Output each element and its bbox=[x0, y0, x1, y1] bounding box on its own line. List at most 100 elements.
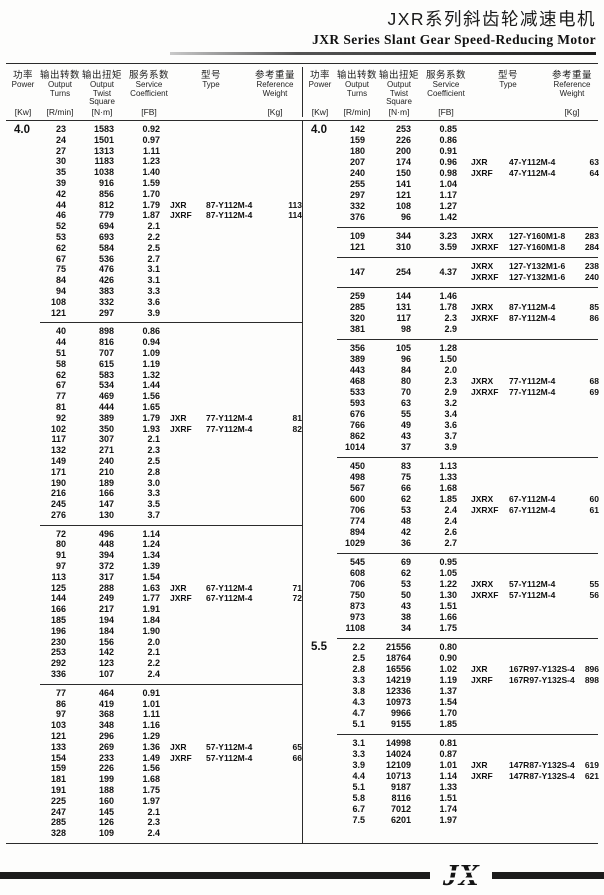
weight-value: 619 bbox=[584, 760, 599, 770]
table-row: 3.9 12109 1.01 JXR 147R87-Y132S-4 619 bbox=[337, 760, 599, 771]
table-row: 27 1313 1.11 bbox=[40, 146, 302, 157]
cell-type: JXR 167R97-Y132S-4 bbox=[457, 664, 579, 675]
cell-turns: 23 bbox=[55, 124, 66, 134]
table-header: 功率 Power [Kw] 输出转数 Output Turns [R/min] 输出扭矩 Out… bbox=[6, 63, 598, 121]
cell-turns: 84 bbox=[55, 275, 66, 286]
column-label-en: Twist bbox=[389, 88, 409, 98]
column-label-en: Coefficient bbox=[427, 88, 465, 98]
cell-weight: 56 bbox=[579, 590, 599, 601]
type-model: 47-Y112M-4 bbox=[509, 157, 556, 167]
cell-weight: 86 bbox=[579, 313, 599, 324]
cell-turns: 24 bbox=[55, 134, 66, 145]
type-model: 67-Y112M-4 bbox=[206, 582, 253, 593]
cell-twist: 469 bbox=[98, 391, 114, 402]
type-model: 57-Y112M-4 bbox=[509, 590, 556, 600]
type-line: JXRF 87-Y112M-4 bbox=[170, 210, 278, 221]
type-line: JXRF 47-Y112M-4 bbox=[471, 168, 579, 179]
weight-value: 63 bbox=[589, 157, 599, 167]
cell-weight: 72 bbox=[278, 593, 302, 604]
cell-coeff: 2.1 bbox=[147, 806, 160, 817]
type-model: 57-Y112M-4 bbox=[509, 579, 556, 589]
cell-coeff: 0.91 bbox=[439, 146, 457, 156]
type-prefix: JXR bbox=[471, 760, 488, 770]
cell-coeff: 2.3 bbox=[444, 376, 457, 386]
cell-coeff: 3.0 bbox=[147, 477, 160, 488]
cell-turns: 108 bbox=[50, 296, 66, 307]
table-row: 91 394 1.34 bbox=[40, 550, 302, 561]
cell-turns: 44 bbox=[55, 199, 66, 210]
cell-twist: 174 bbox=[395, 157, 411, 167]
table-row: 389 96 1.50 bbox=[337, 354, 598, 365]
cell-coeff: 3.1 bbox=[147, 275, 160, 286]
column-header-type: 型号 Type bbox=[174, 67, 248, 117]
cell-turns: 1014 bbox=[344, 442, 365, 452]
type-model: 67-Y112M-4 bbox=[509, 505, 556, 515]
cell-twist: 62 bbox=[400, 568, 411, 578]
table-row: 862 43 3.7 bbox=[337, 431, 598, 442]
cell-twist: 189 bbox=[98, 477, 114, 488]
cell-turns: 533 bbox=[349, 387, 365, 397]
type-model: 87-Y112M-4 bbox=[206, 210, 253, 221]
ratio-block: 147 254 4.37 JXRX 127-Y132M1-6 JXRXF 127-Y132M… bbox=[337, 257, 599, 287]
column-label-en: Output bbox=[386, 80, 411, 89]
cell-twist: 332 bbox=[98, 296, 114, 307]
weight-value: 86 bbox=[589, 313, 599, 323]
cell-twist: 37 bbox=[400, 442, 411, 452]
cell-twist: 426 bbox=[98, 275, 114, 286]
type-line: JXR 57-Y112M-4 bbox=[170, 742, 278, 753]
table-row: 30 1183 1.23 bbox=[40, 156, 302, 167]
cell-type: JXRX 57-Y112M-4 bbox=[457, 579, 579, 590]
table-row: 332 108 1.27 bbox=[337, 201, 598, 212]
cell-weight: 82 bbox=[278, 424, 302, 435]
cell-turns: 7.5 bbox=[352, 815, 365, 825]
column-label-cn: 参考重量 bbox=[551, 70, 592, 81]
table-row: 97 372 1.39 bbox=[40, 561, 302, 572]
cell-weight: 69 bbox=[579, 387, 599, 398]
table-row: 196 184 1.90 bbox=[40, 626, 302, 637]
cell-turns: 706 bbox=[349, 579, 365, 589]
cell-twist: 707 bbox=[98, 347, 114, 358]
cell-coeff: 1.90 bbox=[142, 625, 160, 636]
cell-twist: 350 bbox=[98, 423, 114, 434]
cell-turns: 285 bbox=[349, 302, 365, 312]
table-row: 216 166 3.3 bbox=[40, 488, 302, 499]
cell-twist: 226 bbox=[395, 135, 411, 145]
cell-twist: 144 bbox=[395, 291, 411, 301]
cell-type: JXR 67-Y112M-4 bbox=[160, 583, 278, 594]
type-model: 77-Y112M-4 bbox=[509, 387, 556, 397]
type-line: JXRX 127-Y160M1-8 bbox=[471, 231, 579, 242]
cell-twist: 49 bbox=[400, 420, 411, 430]
cell-turns: 381 bbox=[349, 324, 365, 334]
cell-type: JXRF 87-Y112M-4 bbox=[160, 210, 278, 221]
cell-twist: 1583 bbox=[93, 124, 114, 134]
cell-coeff: 0.86 bbox=[439, 135, 457, 145]
cell-twist: 1313 bbox=[93, 145, 114, 156]
cell-turns: 113 bbox=[51, 571, 66, 582]
cell-twist: 210 bbox=[98, 466, 114, 477]
cell-type: JXRF 147R87-Y132S-4 bbox=[457, 771, 579, 782]
cell-twist: 126 bbox=[98, 817, 114, 828]
cell-turns: 356 bbox=[349, 343, 365, 353]
cell-twist: 160 bbox=[98, 795, 114, 806]
table-row: 62 584 2.5 bbox=[40, 243, 302, 254]
table-row: 53 693 2.2 bbox=[40, 232, 302, 243]
cell-twist: 1183 bbox=[94, 156, 114, 167]
cell-turns: 247 bbox=[50, 806, 66, 817]
cell-coeff: 1.85 bbox=[439, 719, 457, 729]
cell-twist: 916 bbox=[98, 177, 114, 188]
type-model: 127-Y132M1-6 bbox=[509, 272, 566, 282]
table-row: 190 189 3.0 bbox=[40, 478, 302, 489]
cell-twist: 66 bbox=[400, 483, 411, 493]
table-body-left: 4.0 23 1583 0.92 24 1501 0.97 27 1313 1.11 30 1183 1… bbox=[6, 121, 302, 843]
cell-twist: 96 bbox=[400, 212, 411, 222]
cell-turns: 180 bbox=[349, 146, 365, 156]
table-row: 5.8 8116 1.51 bbox=[337, 793, 598, 804]
type-prefix: JXRXF bbox=[471, 505, 499, 515]
table-row: 35 1038 1.40 bbox=[40, 167, 302, 178]
column-label-en: Type bbox=[202, 80, 220, 89]
column-label-en: Turns bbox=[346, 88, 368, 98]
column-label-en: Output bbox=[89, 80, 114, 89]
type-model: 167R97-Y132S-4 bbox=[509, 675, 575, 685]
table-row: 336 107 2.4 bbox=[40, 669, 302, 680]
cell-coeff: 2.4 bbox=[147, 828, 160, 839]
